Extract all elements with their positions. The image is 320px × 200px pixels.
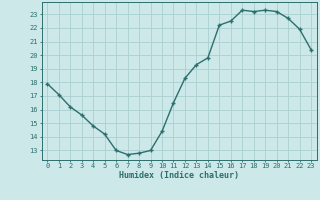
X-axis label: Humidex (Indice chaleur): Humidex (Indice chaleur)	[119, 171, 239, 180]
